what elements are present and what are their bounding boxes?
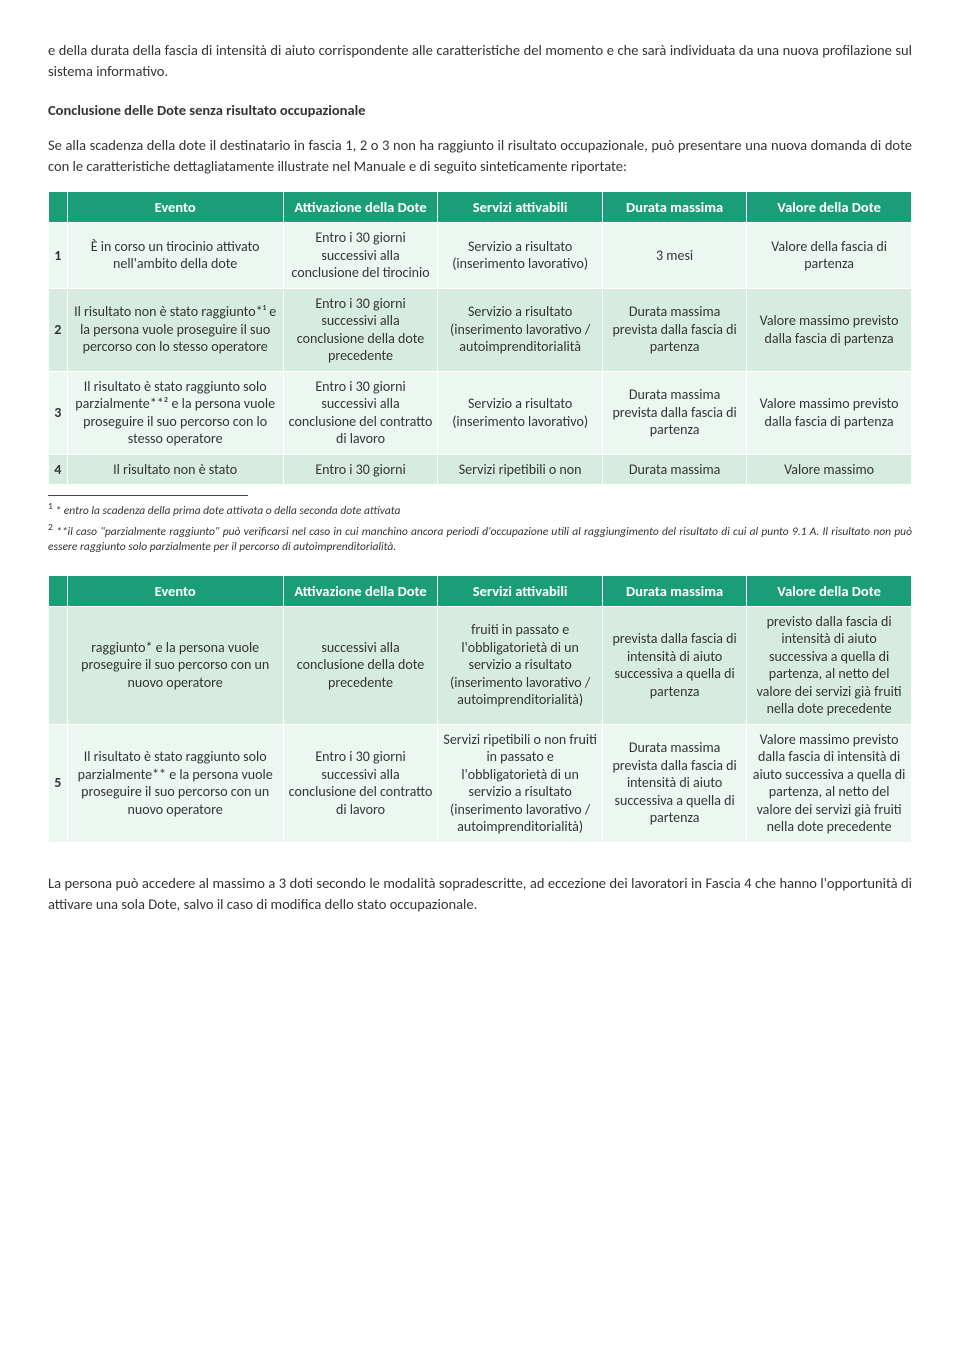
row-number: 4: [49, 454, 68, 485]
row-number: [49, 606, 68, 724]
cell-evento: raggiunto* e la persona vuole proseguire…: [67, 606, 283, 724]
cell-valore: previsto dalla fascia di intensità di ai…: [747, 606, 912, 724]
header-attivazione: Attivazione della Dote: [283, 575, 437, 606]
table-row: 4 Il risultato non è stato Entro i 30 gi…: [49, 454, 912, 485]
events-table-1: Evento Attivazione della Dote Servizi at…: [48, 191, 912, 485]
row-number: 2: [49, 288, 68, 371]
cell-durata: Durata massima: [603, 454, 747, 485]
cell-evento: Il risultato non è stato raggiunto*¹ e l…: [67, 288, 283, 371]
cell-servizi: Servizio a risultato (inserimento lavora…: [438, 223, 603, 289]
intro-paragraph-2: Se alla scadenza della dote il destinata…: [48, 135, 912, 177]
row-number: 5: [49, 724, 68, 842]
cell-attivazione: Entro i 30 giorni successivi alla conclu…: [283, 371, 437, 454]
cell-servizi: Servizio a risultato (inserimento lavora…: [438, 371, 603, 454]
cell-durata: Durata massima prevista dalla fascia di …: [603, 288, 747, 371]
table-row: 5 Il risultato è stato raggiunto solo pa…: [49, 724, 912, 842]
cell-evento: Il risultato è stato raggiunto solo parz…: [67, 724, 283, 842]
intro-paragraph-1: e della durata della fascia di intensità…: [48, 40, 912, 82]
table-row: 3 Il risultato è stato raggiunto solo pa…: [49, 371, 912, 454]
cell-valore: Valore massimo previsto dalla fascia di …: [747, 724, 912, 842]
footnote-separator: [48, 495, 248, 496]
header-servizi: Servizi attivabili: [438, 192, 603, 223]
header-evento: Evento: [67, 575, 283, 606]
row-number: 3: [49, 371, 68, 454]
section-title: Conclusione delle Dote senza risultato o…: [48, 100, 912, 121]
events-table-2: Evento Attivazione della Dote Servizi at…: [48, 575, 912, 843]
table-header: Evento Attivazione della Dote Servizi at…: [49, 575, 912, 606]
cell-servizi: Servizio a risultato (inserimento lavora…: [438, 288, 603, 371]
header-durata: Durata massima: [603, 575, 747, 606]
table-row: raggiunto* e la persona vuole proseguire…: [49, 606, 912, 724]
header-evento: Evento: [67, 192, 283, 223]
header-durata: Durata massima: [603, 192, 747, 223]
cell-evento: Il risultato non è stato: [67, 454, 283, 485]
cell-evento: Il risultato è stato raggiunto solo parz…: [67, 371, 283, 454]
closing-paragraph: La persona può accedere al massimo a 3 d…: [48, 873, 912, 915]
cell-servizi: fruiti in passato e l'obbligatorietà di …: [438, 606, 603, 724]
cell-attivazione: successivi alla conclusione della dote p…: [283, 606, 437, 724]
cell-valore: Valore massimo previsto dalla fascia di …: [747, 288, 912, 371]
table-header: Evento Attivazione della Dote Servizi at…: [49, 192, 912, 223]
table-row: 2 Il risultato non è stato raggiunto*¹ e…: [49, 288, 912, 371]
cell-valore: Valore della fascia di partenza: [747, 223, 912, 289]
header-valore: Valore della Dote: [747, 192, 912, 223]
row-number: 1: [49, 223, 68, 289]
table-row: 1 È in corso un tirocinio attivato nell'…: [49, 223, 912, 289]
header-blank: [49, 575, 68, 606]
cell-attivazione: Entro i 30 giorni successivi alla conclu…: [283, 223, 437, 289]
header-valore: Valore della Dote: [747, 575, 912, 606]
cell-servizi: Servizi ripetibili o non: [438, 454, 603, 485]
header-servizi: Servizi attivabili: [438, 575, 603, 606]
footnote-2: 2 **il caso "parzialmente raggiunto" può…: [48, 521, 912, 555]
footnote-1: 1 * entro la scadenza della prima dote a…: [48, 500, 912, 519]
cell-durata: prevista dalla fascia di intensità di ai…: [603, 606, 747, 724]
cell-attivazione: Entro i 30 giorni successivi alla conclu…: [283, 288, 437, 371]
cell-valore: Valore massimo previsto dalla fascia di …: [747, 371, 912, 454]
cell-durata: 3 mesi: [603, 223, 747, 289]
cell-attivazione: Entro i 30 giorni successivi alla conclu…: [283, 724, 437, 842]
cell-servizi: Servizi ripetibili o non fruiti in passa…: [438, 724, 603, 842]
cell-durata: Durata massima prevista dalla fascia di …: [603, 724, 747, 842]
header-blank: [49, 192, 68, 223]
header-attivazione: Attivazione della Dote: [283, 192, 437, 223]
cell-evento: È in corso un tirocinio attivato nell'am…: [67, 223, 283, 289]
cell-valore: Valore massimo: [747, 454, 912, 485]
cell-durata: Durata massima prevista dalla fascia di …: [603, 371, 747, 454]
cell-attivazione: Entro i 30 giorni: [283, 454, 437, 485]
